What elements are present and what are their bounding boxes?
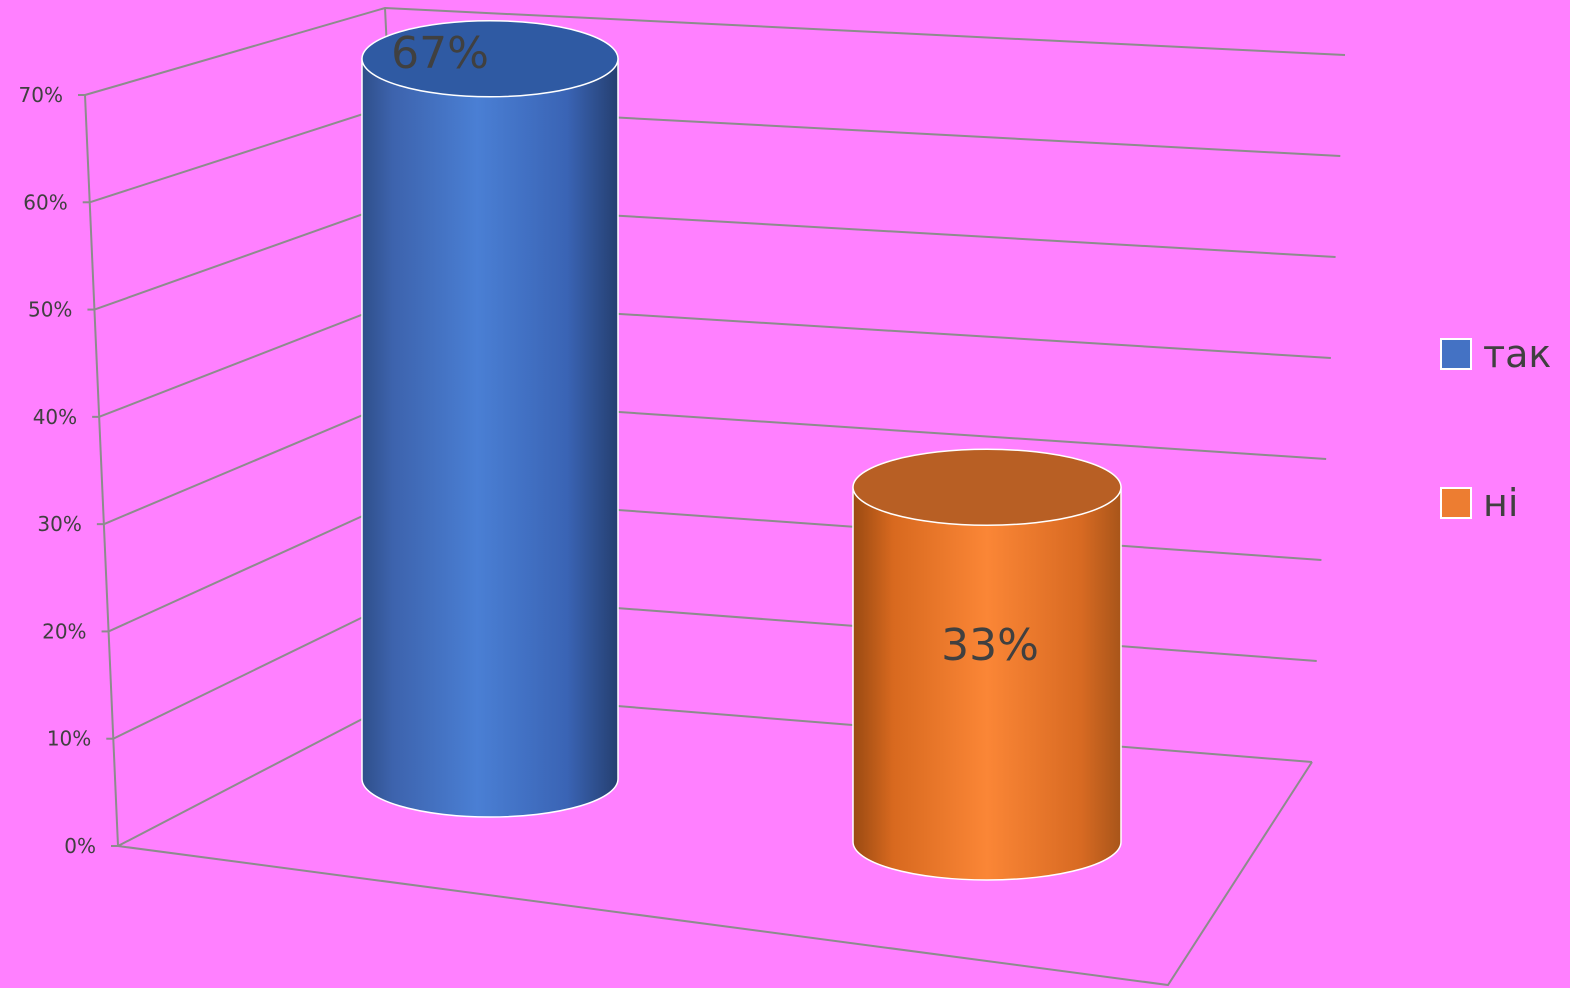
y-tick-label: 40%	[33, 405, 77, 429]
gridline	[98, 299, 1331, 418]
y-axis-ticks: 0% 10% 20% 30% 40% 50% 60% 70%	[19, 83, 96, 858]
y-tick-label: 50%	[28, 298, 72, 322]
gridline	[108, 494, 1322, 633]
chart-bars	[361, 20, 1122, 881]
bar-ni	[852, 448, 1122, 881]
bar-top	[361, 20, 619, 98]
chart-legend: так ні	[1440, 332, 1551, 525]
y-tick-label: 30%	[37, 512, 81, 536]
chart-gridlines	[84, 6, 1346, 847]
y-tick-label: 60%	[23, 190, 67, 214]
legend-label: так	[1483, 332, 1551, 376]
bar-body	[361, 58, 619, 818]
data-labels: 67% 33%	[391, 28, 1039, 671]
bar-top	[852, 448, 1122, 526]
y-axis-line	[84, 94, 119, 847]
bar-tak	[361, 20, 619, 818]
data-label-tak: 67%	[391, 28, 489, 79]
gridline	[103, 396, 1327, 526]
y-tick-label: 70%	[19, 83, 63, 107]
gridline	[117, 688, 1313, 847]
bar-body	[852, 486, 1122, 881]
chart-axes	[78, 7, 1313, 987]
legend-swatch	[1440, 338, 1472, 370]
y-tick-label: 0%	[64, 834, 96, 858]
y-tick-label: 20%	[42, 619, 86, 643]
gridline	[89, 104, 1341, 204]
gridline	[84, 6, 1346, 96]
gridline	[94, 201, 1336, 311]
floor-edge	[117, 761, 1313, 987]
legend-swatch	[1440, 487, 1472, 519]
data-label-ni: 33%	[941, 620, 1039, 671]
y-tick-label: 10%	[47, 727, 91, 751]
gridline	[112, 591, 1317, 740]
legend-label: ні	[1483, 481, 1518, 525]
